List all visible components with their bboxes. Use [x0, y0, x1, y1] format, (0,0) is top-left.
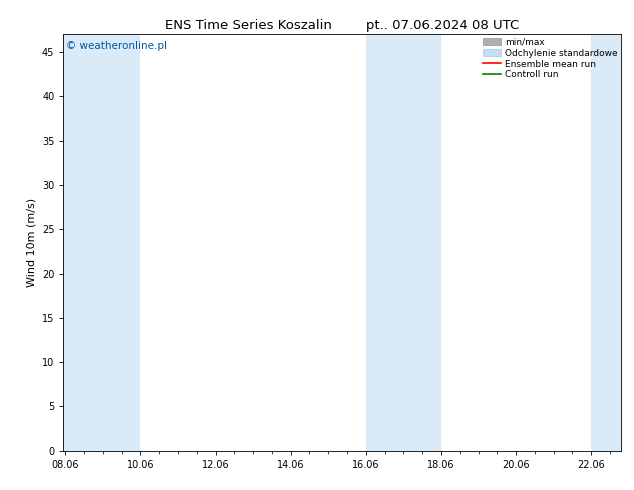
- Bar: [592, 34, 621, 451]
- Bar: [63, 34, 140, 451]
- Title: ENS Time Series Koszalin        pt.. 07.06.2024 08 UTC: ENS Time Series Koszalin pt.. 07.06.2024…: [165, 19, 519, 32]
- Y-axis label: Wind 10m (m/s): Wind 10m (m/s): [27, 198, 36, 287]
- Bar: [366, 34, 441, 451]
- Text: © weatheronline.pl: © weatheronline.pl: [66, 41, 167, 50]
- Legend: min/max, Odchylenie standardowe, Ensemble mean run, Controll run: min/max, Odchylenie standardowe, Ensembl…: [482, 36, 619, 81]
